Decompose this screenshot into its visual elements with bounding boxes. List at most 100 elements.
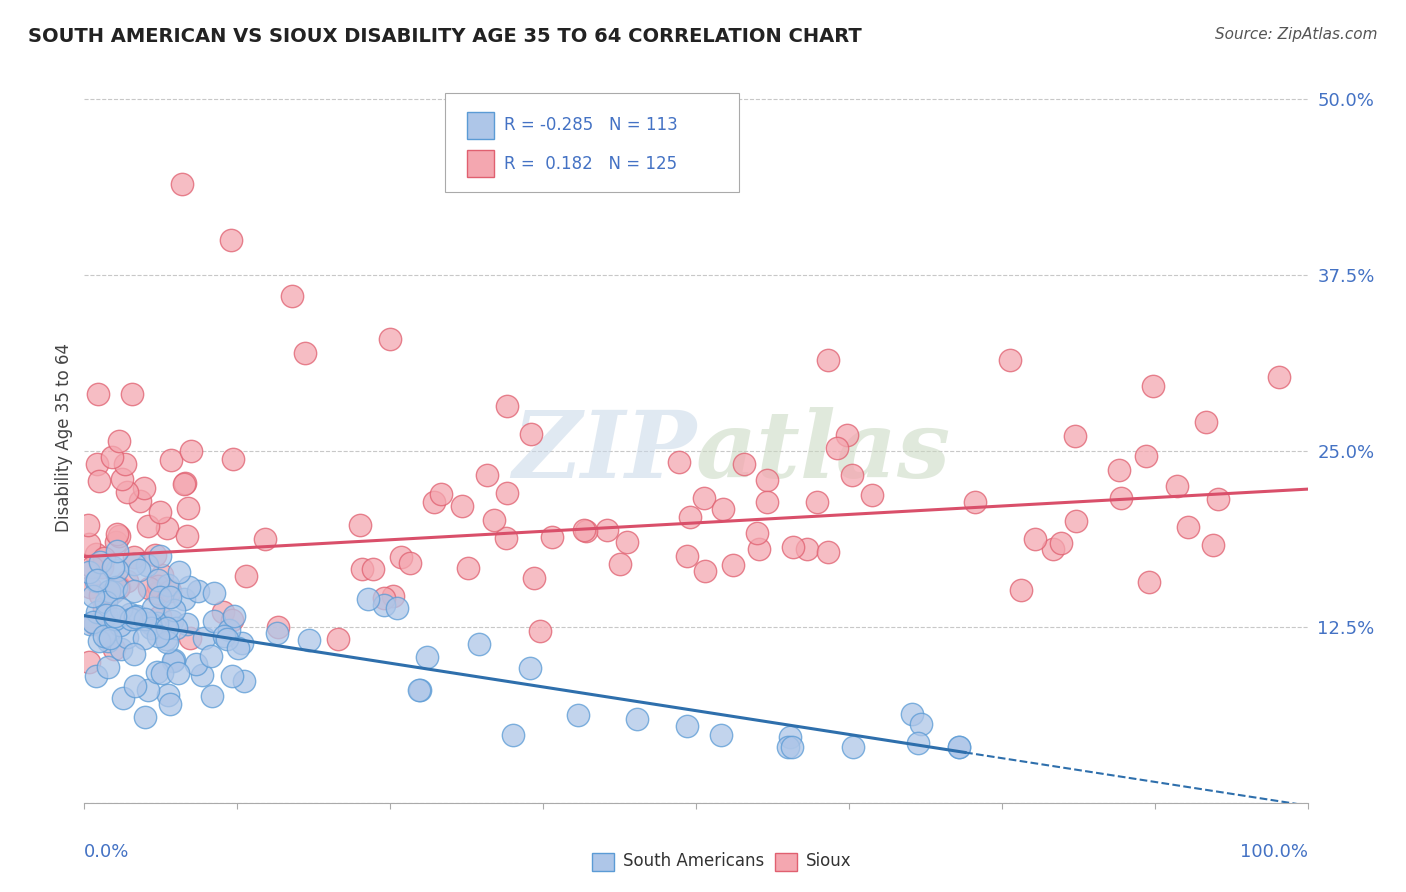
Text: Sioux: Sioux (806, 853, 852, 871)
Point (519, 661, 541, 675)
Point (733, 457, 755, 471)
Point (502, 728, 524, 742)
Point (86, 387, 108, 401)
Point (193, 631, 215, 645)
Point (163, 603, 186, 617)
Point (89, 588, 111, 602)
Point (233, 674, 256, 689)
Text: R = -0.285   N = 113: R = -0.285 N = 113 (503, 117, 678, 135)
Point (693, 491, 716, 506)
Point (755, 495, 778, 509)
Point (172, 177, 194, 191)
Point (457, 561, 479, 575)
Point (1024, 533, 1046, 547)
Point (101, 560, 124, 574)
Point (298, 632, 321, 647)
Point (176, 529, 198, 543)
Point (1064, 429, 1087, 443)
Point (163, 653, 186, 667)
FancyBboxPatch shape (467, 112, 494, 139)
Point (782, 540, 804, 554)
Point (381, 589, 404, 603)
Point (482, 513, 505, 527)
Text: R =  0.182   N = 125: R = 0.182 N = 125 (503, 154, 678, 172)
Point (125, 612, 148, 626)
Point (82, 615, 104, 629)
Point (156, 635, 179, 649)
Point (1177, 519, 1199, 533)
Point (711, 501, 734, 516)
Point (124, 647, 146, 661)
Point (76, 518, 98, 533)
Point (98, 584, 121, 599)
Point (1135, 450, 1157, 464)
Point (212, 629, 235, 643)
Point (1000, 353, 1022, 368)
Point (107, 582, 129, 596)
Point (200, 649, 222, 664)
Text: ZIP: ZIP (512, 407, 696, 497)
FancyBboxPatch shape (446, 94, 738, 192)
Point (162, 654, 184, 668)
Point (187, 583, 209, 598)
Point (221, 669, 243, 683)
Point (373, 598, 395, 612)
Point (796, 542, 818, 557)
Point (115, 574, 138, 588)
Point (128, 563, 150, 577)
Point (1042, 542, 1064, 557)
Point (79, 580, 101, 594)
Point (254, 532, 277, 546)
Point (222, 452, 245, 467)
Point (159, 583, 181, 598)
Point (97, 660, 120, 674)
Point (710, 728, 733, 742)
Text: South Americans: South Americans (623, 853, 763, 871)
Point (675, 719, 697, 733)
Point (965, 495, 987, 509)
Point (373, 591, 395, 606)
Point (103, 642, 125, 657)
Point (184, 657, 207, 671)
Text: 0.0%: 0.0% (84, 843, 129, 861)
Point (136, 519, 159, 533)
Point (101, 584, 124, 599)
Point (693, 564, 716, 578)
Point (1206, 491, 1229, 506)
Point (84, 574, 107, 588)
Point (1268, 370, 1291, 384)
Point (180, 443, 202, 458)
Point (468, 637, 491, 651)
Point (107, 544, 129, 558)
Point (86, 573, 108, 587)
Point (567, 708, 589, 723)
Point (860, 488, 883, 502)
Point (398, 556, 420, 570)
Point (121, 387, 143, 401)
Point (1166, 479, 1188, 493)
Point (451, 499, 474, 513)
Point (157, 578, 180, 592)
Point (115, 485, 138, 500)
Point (87, 474, 110, 488)
Point (1137, 575, 1160, 590)
Point (77, 655, 100, 669)
Point (217, 632, 239, 646)
Point (105, 563, 128, 577)
Point (1202, 538, 1225, 552)
Point (1050, 536, 1073, 550)
Point (111, 472, 134, 486)
Point (124, 679, 146, 693)
Point (93, 550, 115, 565)
Point (416, 650, 439, 665)
Point (108, 529, 131, 543)
Point (97, 634, 120, 648)
Point (748, 542, 770, 557)
Point (105, 526, 128, 541)
Point (122, 557, 145, 571)
Point (146, 573, 169, 587)
Point (266, 626, 288, 640)
Point (1108, 463, 1130, 477)
Point (77, 565, 100, 579)
Point (678, 510, 700, 524)
